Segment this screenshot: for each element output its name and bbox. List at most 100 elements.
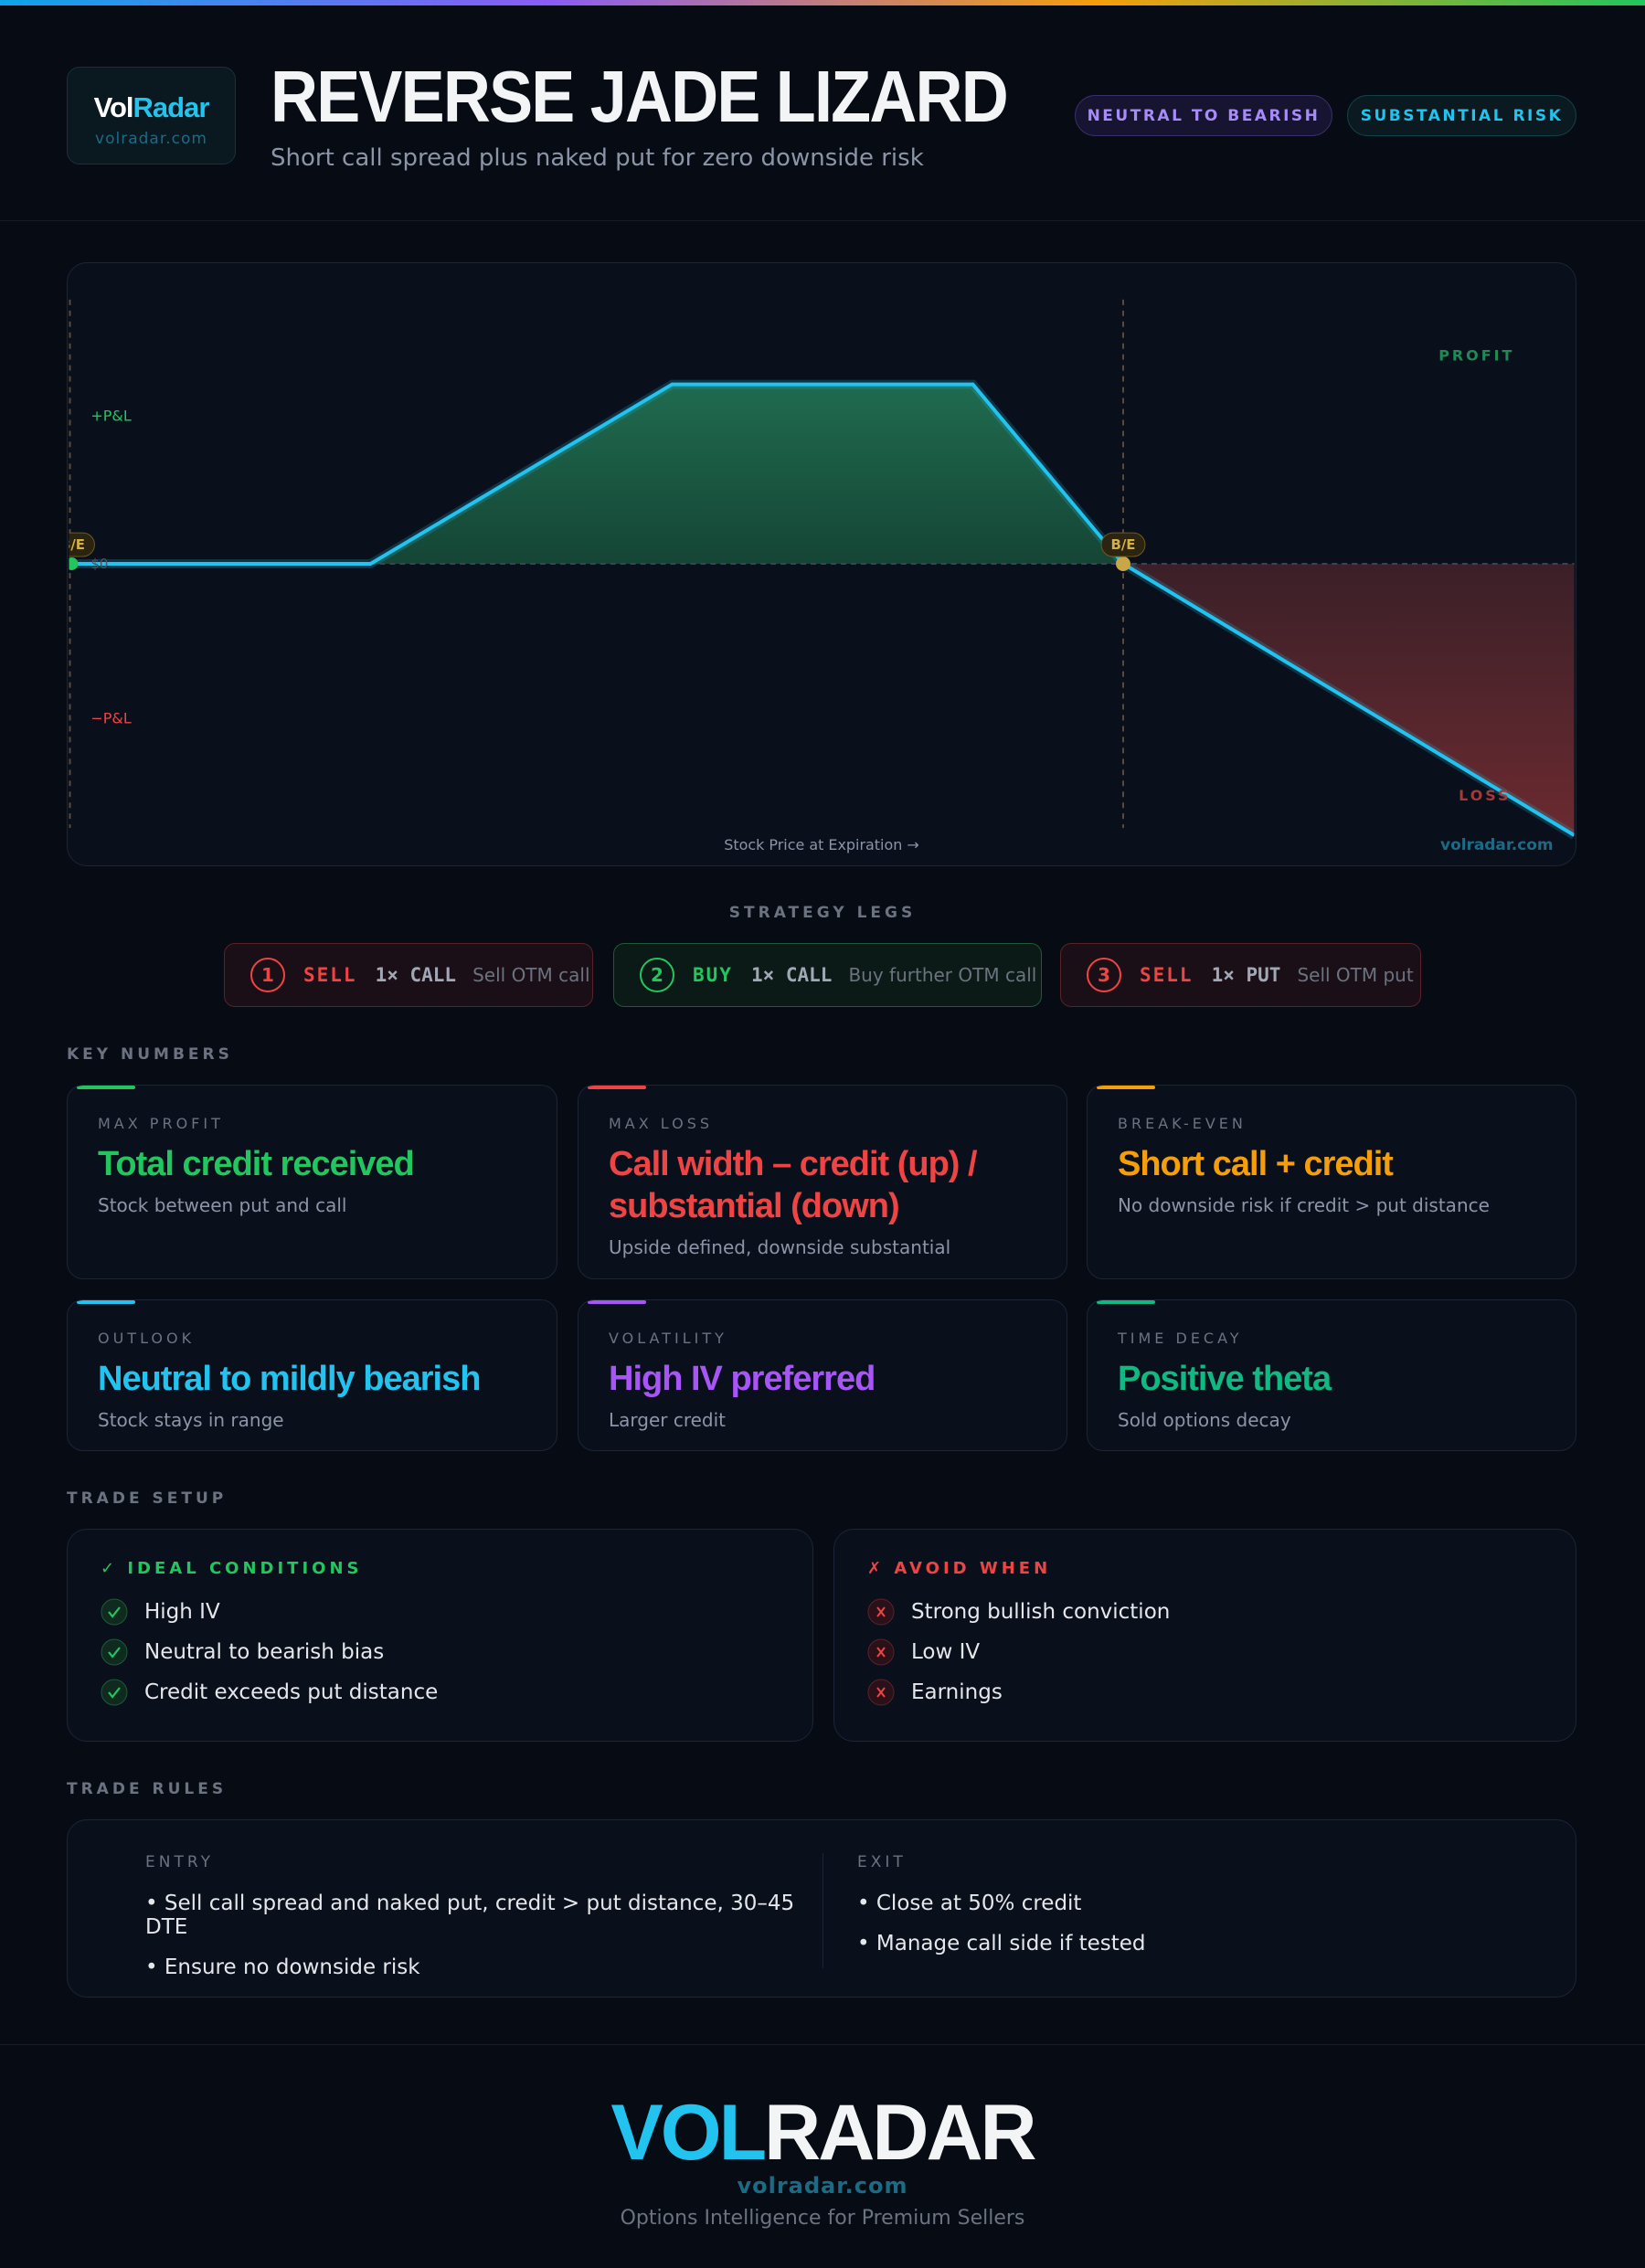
x-axis-label: Stock Price at Expiration → [724,836,919,853]
icon-circle [101,1679,128,1706]
check-icon [101,1638,128,1666]
logo-url: volradar.com [95,130,207,148]
card-value: Short call + credit [1118,1145,1394,1183]
cross-mark [876,1687,886,1698]
exit-rules: EXIT • Close at 50% credit • Manage call … [857,1853,1497,1972]
card-description: No downside risk if credit > put distanc… [1118,1194,1490,1216]
key-number-card: MAX LOSS Call width – credit (up) / subst… [578,1085,1067,1279]
leg-action: SELL [1140,964,1194,986]
breakeven-label: B/E [1110,536,1135,553]
card-accent [588,1300,646,1304]
card-accent [77,1086,135,1089]
footer-url: volradar.com [737,2173,908,2199]
exit-title: EXIT [857,1853,907,1871]
leg-description: Sell OTM call [472,964,590,986]
cross-mark [876,1606,886,1617]
card-label: MAX LOSS [609,1115,714,1132]
rule-item: • Ensure no downside risk [145,1955,420,1979]
footer-logo: VOLRADAR [0,2088,1645,2178]
card-label: MAX PROFIT [98,1115,224,1132]
avoid-title: ✗ AVOID WHEN [867,1559,1052,1578]
page-subtitle: Short call spread plus naked put for zer… [271,144,924,172]
leg-description: Buy further OTM call [848,964,1037,986]
section-title: TRADE SETUP [67,1489,228,1508]
card-description: Stock stays in range [98,1409,284,1431]
avoid-conditions: ✗ AVOID WHEN Strong bullish conviction Lo… [833,1529,1576,1742]
breakeven-badge [1100,532,1146,557]
footer-logo-radar: RADAR [764,2089,1037,2177]
avoid-list: Strong bullish conviction Low IV Earnings [834,1598,1576,1706]
condition-item: Low IV [867,1638,1576,1666]
card-accent [588,1086,646,1089]
card-value: Total credit received [98,1145,415,1183]
rule-item: • Sell call spread and naked put, credit… [145,1892,795,1939]
entry-list: • Sell call spread and naked put, credit… [145,1892,831,1979]
check-mark [108,1606,121,1618]
condition-text: Credit exceeds put distance [144,1680,439,1704]
negative-pnl-label: −P&L [90,709,131,726]
key-number-card: TIME DECAY Positive theta Sold options dec… [1087,1299,1576,1451]
top-accent-bar [0,0,1645,5]
leg-quantity: 1× CALL [750,964,833,986]
entry-rules: ENTRY • Sell call spread and naked put, … [145,1853,831,1996]
logo-vol: Vol [93,91,134,123]
zero-label: $0 [90,556,108,572]
leg: 2 BUY 1× CALL Buy further OTM call [613,943,1042,1007]
payoff-diagram: B/E B/E $0 +P&L −P&L PROFIT LOSS Stock P… [67,262,1576,866]
cross-icon [867,1679,895,1706]
loss-label: LOSS [1459,787,1511,804]
leg-number: 2 [640,958,674,992]
leg: 3 SELL 1× PUT Sell OTM put [1060,943,1421,1007]
trade-rules: ENTRY • Sell call spread and naked put, … [67,1819,1576,1998]
condition-item: High IV [101,1598,812,1626]
key-number-card: BREAK-EVEN Short call + credit No downside… [1087,1085,1576,1279]
card-description: Stock between put and call [98,1194,347,1216]
logo-radar: Radar [133,91,210,123]
section-title: KEY NUMBERS [67,1045,233,1064]
key-number-card: MAX PROFIT Total credit received Stock bet… [67,1085,557,1279]
icon-circle [101,1638,128,1666]
check-mark [108,1687,121,1699]
cross-icon [867,1638,895,1666]
card-label: OUTLOOK [98,1330,196,1347]
rule-item: • Close at 50% credit [857,1892,1082,1915]
positive-pnl-label: +P&L [90,407,131,424]
card-description: Upside defined, downside substantial [609,1236,951,1258]
condition-text: Earnings [911,1680,1003,1704]
leg-action: SELL [303,964,357,986]
cross-icon [867,1598,895,1626]
plot: B/E B/E $0 +P&L −P&L PROFIT LOSS Stock P… [69,299,1575,853]
condition-item: Credit exceeds put distance [101,1679,812,1706]
key-number-card: VOLATILITY High IV preferred Larger credit [578,1299,1067,1451]
key-number-card: OUTLOOK Neutral to mildly bearish Stock st… [67,1299,557,1451]
leg-quantity: 1× PUT [1211,964,1281,986]
card-accent [1097,1300,1155,1304]
header-divider [0,220,1645,221]
leg: 1 SELL 1× CALL Sell OTM call [224,943,593,1007]
section-title: STRATEGY LEGS [728,904,917,922]
condition-text: High IV [144,1600,220,1624]
footer-divider [0,2044,1645,2045]
check-icon [101,1598,128,1626]
ideal-title: ✓ IDEAL CONDITIONS [101,1559,363,1578]
profit-area [370,384,1123,565]
risk-badge: SUBSTANTIAL RISK [1347,95,1576,136]
card-description: Sold options decay [1118,1409,1291,1431]
entry-title: ENTRY [145,1853,214,1871]
card-label: TIME DECAY [1118,1330,1243,1347]
card-label: BREAK-EVEN [1118,1115,1247,1132]
card-accent [1097,1086,1155,1089]
breakeven-dot [69,557,79,570]
condition-item: Earnings [867,1679,1576,1706]
profit-label: PROFIT [1438,347,1514,365]
rules-divider [822,1853,823,1968]
card-value: Neutral to mildly bearish [98,1360,481,1398]
logo: VolRadar volradar.com [67,67,236,164]
watermark: volradar.com [1440,835,1554,853]
card-accent [77,1300,135,1304]
rule-item: • Manage call side if tested [857,1932,1146,1955]
card-value: Call width – credit (up) / substantial (… [609,1145,978,1225]
leg-quantity: 1× CALL [375,964,457,986]
check-mark [108,1647,121,1659]
